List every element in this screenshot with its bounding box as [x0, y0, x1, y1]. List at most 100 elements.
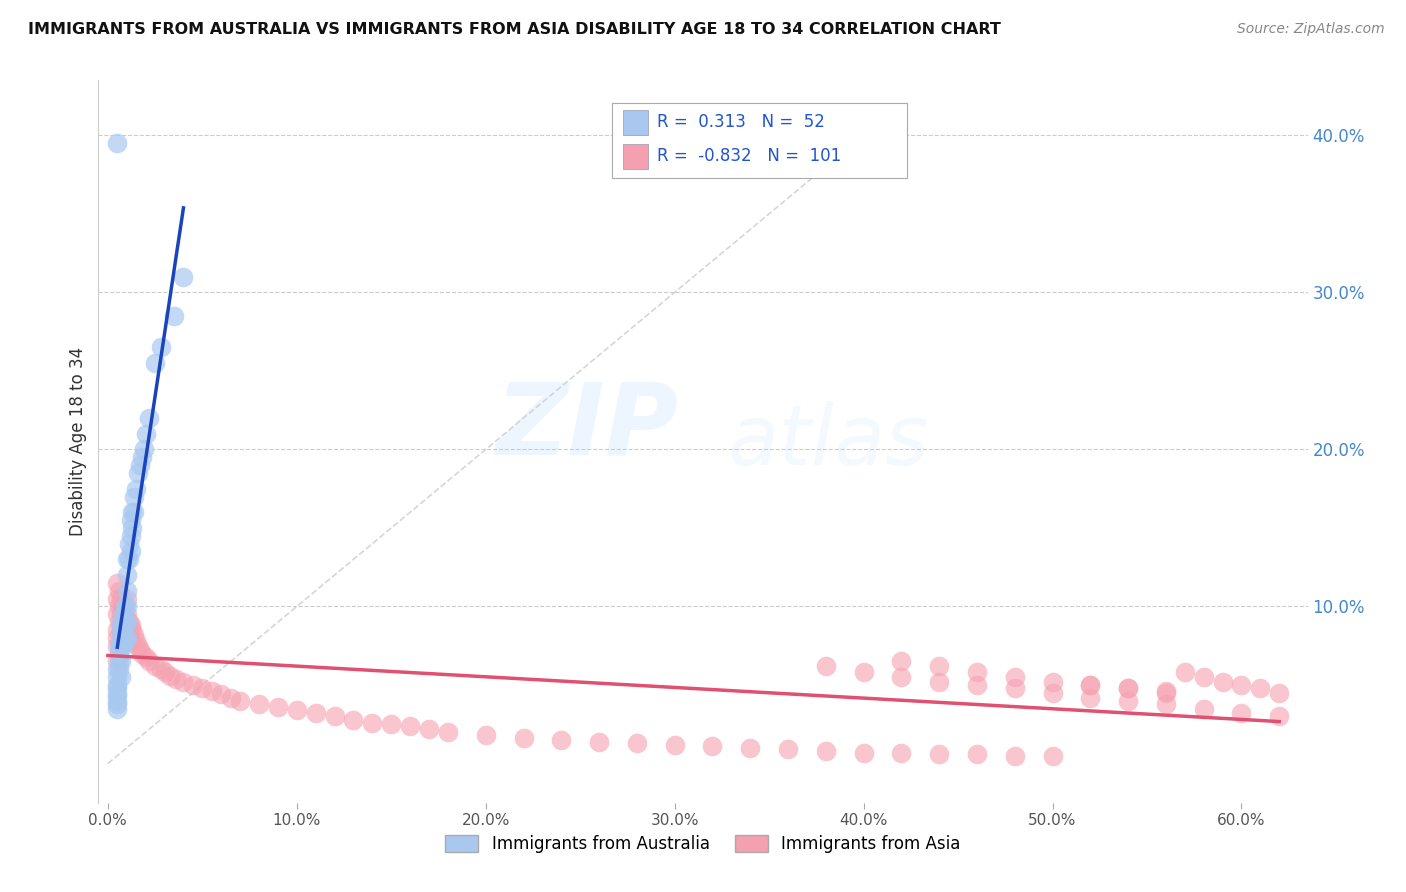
Point	[111, 623, 134, 637]
Point	[115, 607, 138, 622]
Point	[153, 665, 176, 680]
Point	[120, 513, 142, 527]
Point	[1004, 681, 1026, 695]
Point	[105, 607, 128, 622]
Point	[890, 746, 912, 760]
Point	[143, 659, 166, 673]
Point	[105, 631, 128, 645]
Point	[474, 728, 496, 742]
Point	[1042, 748, 1064, 763]
Point	[664, 738, 686, 752]
Point	[966, 747, 988, 761]
Point	[105, 694, 128, 708]
Point	[121, 521, 143, 535]
Point	[108, 662, 131, 676]
Point	[149, 340, 172, 354]
Point	[114, 631, 136, 645]
Point	[120, 529, 142, 543]
Point	[138, 411, 160, 425]
Point	[115, 599, 138, 614]
Point	[323, 709, 346, 723]
Point	[105, 575, 128, 590]
Point	[1116, 681, 1139, 695]
Point	[1078, 690, 1101, 705]
Point	[1249, 681, 1271, 695]
Point	[1192, 701, 1215, 715]
Point	[702, 739, 724, 754]
Point	[1116, 694, 1139, 708]
Point	[814, 659, 837, 673]
Point	[115, 631, 138, 645]
Point	[852, 746, 875, 760]
Point	[159, 668, 181, 682]
Point	[550, 733, 572, 747]
Point	[966, 665, 988, 680]
Point	[124, 505, 146, 519]
Point	[890, 655, 912, 669]
Point	[135, 426, 157, 441]
Text: R =  -0.832   N =  101: R = -0.832 N = 101	[657, 147, 841, 165]
Point	[105, 591, 128, 606]
Y-axis label: Disability Age 18 to 34: Disability Age 18 to 34	[69, 347, 87, 536]
Point	[129, 458, 152, 472]
Point	[108, 655, 131, 669]
Point	[928, 674, 950, 689]
Point	[124, 490, 146, 504]
Text: Source: ZipAtlas.com: Source: ZipAtlas.com	[1237, 22, 1385, 37]
Point	[1174, 665, 1197, 680]
Point	[121, 623, 143, 637]
Point	[120, 634, 142, 648]
Point	[399, 719, 422, 733]
Point	[115, 591, 138, 606]
Point	[1230, 706, 1253, 721]
Point	[105, 678, 128, 692]
Point	[1004, 670, 1026, 684]
Point	[105, 623, 128, 637]
Point	[229, 694, 252, 708]
Point	[1268, 686, 1291, 700]
Point	[380, 717, 402, 731]
Point	[342, 713, 364, 727]
Point	[852, 665, 875, 680]
Point	[111, 615, 134, 630]
Point	[437, 725, 460, 739]
Point	[108, 583, 131, 598]
Point	[131, 450, 153, 465]
Point	[110, 615, 132, 630]
Point	[118, 552, 141, 566]
Point	[105, 681, 128, 695]
Point	[110, 655, 132, 669]
Point	[191, 681, 214, 695]
Point	[121, 505, 143, 519]
Point	[1154, 684, 1177, 698]
Point	[120, 618, 142, 632]
Point	[105, 655, 128, 669]
Point	[114, 599, 136, 614]
Point	[127, 466, 149, 480]
Point	[127, 639, 149, 653]
Point	[124, 628, 146, 642]
Point	[1154, 686, 1177, 700]
Point	[361, 715, 384, 730]
Point	[114, 623, 136, 637]
Point	[105, 136, 128, 150]
Point	[115, 615, 138, 630]
Point	[110, 623, 132, 637]
Point	[1154, 697, 1177, 711]
Point	[132, 442, 155, 457]
Point	[110, 670, 132, 684]
Point	[111, 607, 134, 622]
Point	[110, 591, 132, 606]
Point	[143, 356, 166, 370]
Point	[163, 309, 186, 323]
Point	[181, 678, 204, 692]
Point	[1230, 678, 1253, 692]
Point	[125, 634, 148, 648]
Point	[1042, 686, 1064, 700]
Point	[135, 649, 157, 664]
Point	[138, 655, 160, 669]
Point	[1078, 678, 1101, 692]
Point	[105, 686, 128, 700]
Point	[114, 615, 136, 630]
Point	[114, 607, 136, 622]
